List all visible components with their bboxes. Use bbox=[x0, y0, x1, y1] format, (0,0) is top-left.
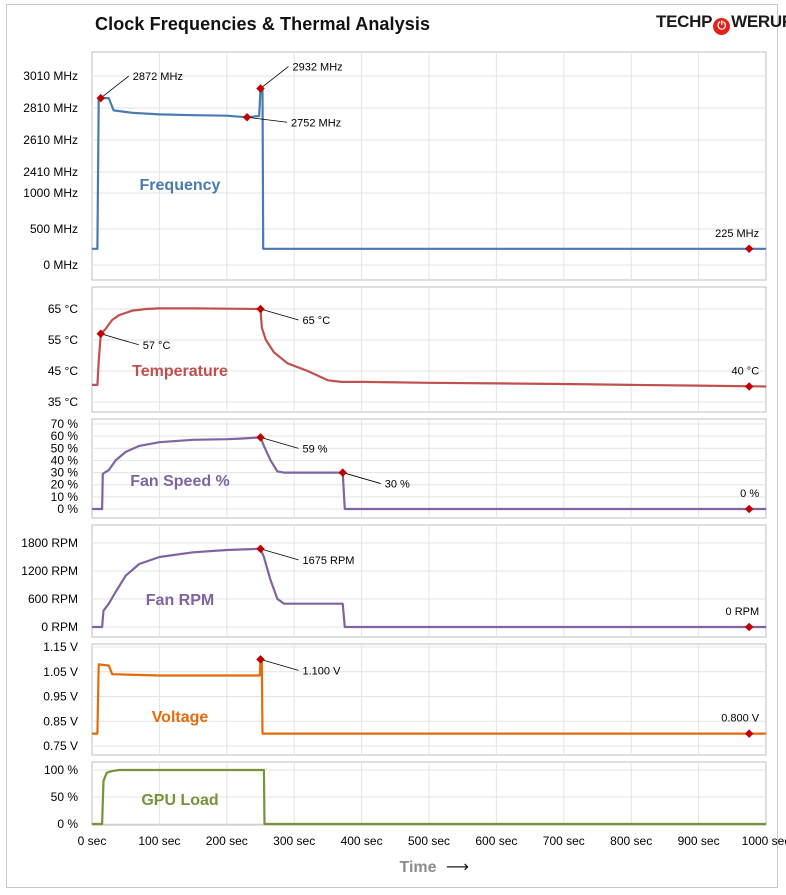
y-tick-label: 3010 MHz bbox=[23, 69, 78, 83]
series-line-temperature bbox=[92, 307, 767, 388]
annotation-leader bbox=[260, 66, 289, 89]
y-tick-label: 60 % bbox=[51, 429, 79, 443]
x-tick-label: 1000 sec bbox=[742, 834, 786, 848]
annotation-leader bbox=[246, 116, 288, 123]
y-tick-label: 2810 MHz bbox=[23, 101, 78, 115]
y-tick-label: 50 % bbox=[51, 441, 79, 455]
panel-label-fan_rpm: Fan RPM bbox=[146, 592, 214, 609]
annotation-marker bbox=[744, 504, 754, 514]
y-tick-label: 0.75 V bbox=[43, 739, 78, 753]
y-tick-label: 40 % bbox=[51, 453, 79, 467]
y-tick-label: 55 °C bbox=[48, 333, 78, 347]
y-tick-label: 2610 MHz bbox=[23, 133, 78, 147]
y-tick-label: 1.05 V bbox=[43, 665, 78, 679]
x-tick-label: 100 sec bbox=[138, 834, 180, 848]
series-line-fan_speed bbox=[92, 436, 766, 511]
y-tick-label: 100 % bbox=[44, 763, 78, 777]
y-tick-label: 45 °C bbox=[48, 364, 78, 378]
annotation-marker bbox=[256, 433, 265, 442]
series-line-fan_rpm bbox=[92, 547, 766, 629]
y-tick-label: 35 °C bbox=[48, 395, 78, 409]
annotation-marker bbox=[744, 382, 754, 391]
y-tick-label: 1800 RPM bbox=[21, 536, 78, 550]
y-tick-label: 0.95 V bbox=[43, 690, 78, 704]
panel-label-gpu_load: GPU Load bbox=[141, 792, 218, 809]
y-tick-label: 0 % bbox=[57, 502, 78, 516]
annotation-leader bbox=[100, 75, 130, 99]
annotation-marker bbox=[256, 84, 265, 93]
y-tick-label: 600 RPM bbox=[28, 592, 78, 606]
y-tick-label: 1000 MHz bbox=[23, 186, 78, 200]
techpowerup-logo: TECHP⏻WERUP bbox=[656, 12, 786, 35]
y-tick-label: 30 % bbox=[51, 466, 79, 480]
annotation-marker bbox=[744, 622, 754, 632]
x-axis-arrow-icon: ⟶ bbox=[446, 859, 469, 876]
y-tick-label: 0 MHz bbox=[43, 258, 78, 272]
annotation-leader bbox=[260, 548, 299, 561]
y-tick-label: 500 MHz bbox=[30, 222, 78, 236]
panel-label-voltage: Voltage bbox=[152, 709, 209, 726]
annotation-label: 0 % bbox=[740, 488, 759, 500]
annotation-label: 2872 MHz bbox=[133, 71, 183, 83]
annotation-leader bbox=[260, 658, 299, 671]
annotation-marker bbox=[338, 468, 347, 477]
y-tick-label: 2410 MHz bbox=[23, 165, 78, 179]
y-tick-label: 0 % bbox=[57, 817, 78, 831]
x-tick-label: 700 sec bbox=[543, 834, 585, 848]
annotation-marker bbox=[242, 113, 252, 122]
series-line-gpu_load bbox=[92, 768, 766, 826]
y-tick-label: 50 % bbox=[51, 790, 79, 804]
chart-title: Clock Frequencies & Thermal Analysis bbox=[95, 14, 431, 34]
annotation-marker bbox=[256, 655, 265, 664]
annotation-label: 59 % bbox=[303, 443, 328, 455]
y-tick-label: 65 °C bbox=[48, 302, 78, 316]
x-axis-title: Time bbox=[399, 859, 436, 876]
y-tick-label: 1.15 V bbox=[43, 640, 78, 654]
annotation-marker bbox=[256, 544, 265, 554]
panel-label-frequency: Frequency bbox=[140, 177, 221, 194]
x-tick-label: 400 sec bbox=[341, 834, 383, 848]
x-tick-label: 200 sec bbox=[206, 834, 248, 848]
y-tick-label: 70 % bbox=[51, 417, 79, 431]
annotation-label: 40 °C bbox=[732, 366, 760, 378]
annotation-label: 1.100 V bbox=[303, 665, 342, 677]
x-tick-label: 800 sec bbox=[610, 834, 652, 848]
annotation-leader bbox=[100, 333, 139, 346]
power-icon: ⏻ bbox=[713, 18, 731, 35]
annotation-label: 1675 RPM bbox=[303, 555, 355, 567]
annotation-label: 225 MHz bbox=[715, 228, 759, 240]
y-tick-label: 1200 RPM bbox=[21, 564, 78, 578]
y-tick-label: 0.85 V bbox=[43, 714, 78, 728]
y-tick-label: 0 RPM bbox=[41, 620, 78, 634]
y-tick-label: 10 % bbox=[51, 490, 79, 504]
annotation-label: 2932 MHz bbox=[293, 61, 343, 73]
x-tick-label: 600 sec bbox=[475, 834, 517, 848]
x-tick-label: 900 sec bbox=[678, 834, 720, 848]
annotation-label: 0 RPM bbox=[726, 606, 760, 618]
logo-suffix: WERUP bbox=[731, 12, 786, 31]
series-line-voltage bbox=[92, 658, 766, 735]
annotation-label: 2752 MHz bbox=[291, 117, 341, 129]
annotation-label: 30 % bbox=[385, 479, 410, 491]
logo-prefix: TECHP bbox=[656, 12, 713, 31]
annotation-marker bbox=[96, 93, 106, 103]
annotation-marker bbox=[256, 304, 265, 314]
panel-label-fan_speed: Fan Speed % bbox=[130, 473, 230, 490]
x-tick-label: 300 sec bbox=[273, 834, 315, 848]
annotation-label: 65 °C bbox=[303, 315, 331, 327]
x-tick-label: 0 sec bbox=[78, 834, 107, 848]
annotation-label: 57 °C bbox=[143, 340, 171, 352]
annotation-leader bbox=[260, 436, 299, 449]
y-tick-label: 20 % bbox=[51, 478, 79, 492]
annotation-marker bbox=[744, 729, 754, 738]
annotation-leader bbox=[260, 308, 299, 321]
annotation-label: 0.800 V bbox=[721, 713, 760, 725]
annotation-marker bbox=[96, 329, 106, 339]
x-tick-label: 500 sec bbox=[408, 834, 450, 848]
panel-label-temperature: Temperature bbox=[132, 363, 228, 380]
annotation-leader bbox=[342, 472, 381, 484]
